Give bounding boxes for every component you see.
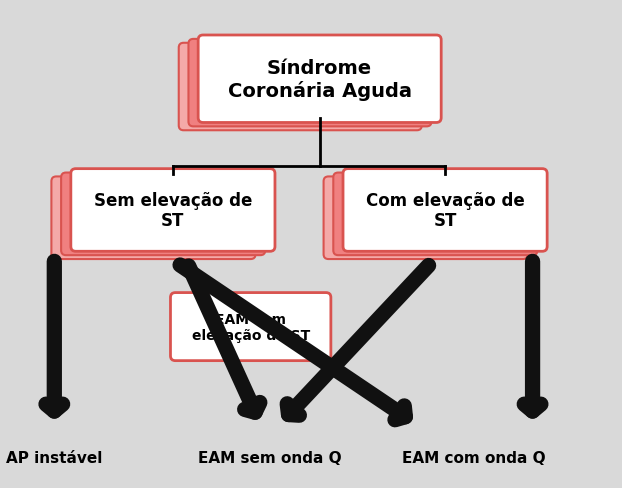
- Text: Sem elevação de
ST: Sem elevação de ST: [94, 191, 252, 230]
- FancyBboxPatch shape: [71, 169, 275, 252]
- Text: Síndrome
Coronária Aguda: Síndrome Coronária Aguda: [228, 59, 412, 101]
- FancyBboxPatch shape: [323, 177, 527, 260]
- FancyBboxPatch shape: [52, 177, 256, 260]
- FancyBboxPatch shape: [333, 173, 537, 256]
- FancyBboxPatch shape: [188, 40, 432, 127]
- Text: EAM sem
elevação de ST: EAM sem elevação de ST: [192, 312, 310, 342]
- Text: Com elevação de
ST: Com elevação de ST: [366, 191, 524, 230]
- Text: EAM com onda Q: EAM com onda Q: [402, 450, 546, 466]
- FancyBboxPatch shape: [179, 44, 422, 131]
- FancyBboxPatch shape: [170, 293, 331, 361]
- FancyBboxPatch shape: [198, 36, 441, 123]
- FancyBboxPatch shape: [343, 169, 547, 252]
- FancyBboxPatch shape: [61, 173, 265, 256]
- Text: EAM sem onda Q: EAM sem onda Q: [198, 450, 342, 466]
- Text: AP instável: AP instável: [6, 450, 103, 466]
